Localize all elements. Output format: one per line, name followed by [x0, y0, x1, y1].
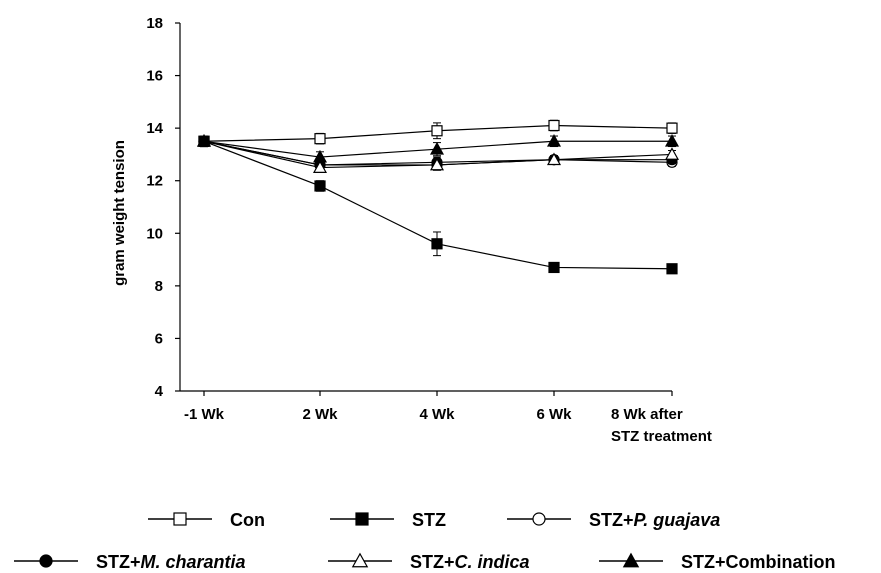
y-tick-label: 12: [146, 173, 163, 190]
data-point: [312, 160, 328, 173]
data-point: [429, 141, 445, 155]
legend-label: Con: [230, 510, 265, 530]
legend-label: STZ+C. indica: [410, 552, 530, 572]
axes: 4 6 8 10 12 14 16 18 -1 Wk 2 Wk 4 Wk 6 Wk 8 Wk after…: [146, 15, 712, 445]
y-tick-label: 10: [146, 225, 163, 242]
legend-marker: [39, 554, 53, 568]
data-point: [429, 157, 445, 171]
data-point: [314, 133, 326, 145]
series-stz-combination: [196, 134, 680, 163]
y-tick-label: 6: [155, 330, 163, 347]
data-point: [664, 134, 680, 147]
y-tick-label: 16: [146, 68, 163, 85]
data-point: [546, 152, 562, 166]
y-axis-label: gram weight tension: [111, 140, 128, 286]
data-point: [196, 134, 212, 147]
series-con: [198, 119, 678, 148]
data-point: [431, 238, 443, 250]
legend-item-stz-p-guajava: STZ+P. guajava: [507, 510, 720, 530]
y-tick-label: 18: [146, 15, 163, 32]
y-tick-label: 4: [155, 383, 164, 400]
x-tick-label: 4 Wk: [419, 406, 455, 423]
x-tick-label: 2 Wk: [302, 406, 338, 423]
legend-marker: [622, 552, 640, 568]
legend-marker: [351, 552, 369, 568]
legend-label: STZ: [412, 510, 446, 530]
legend-item-stz: STZ: [330, 510, 446, 530]
data-point: [548, 261, 560, 274]
legend-label: STZ+M. charantia: [96, 552, 246, 572]
y-tick-label: 14: [146, 120, 163, 137]
data-point: [548, 119, 560, 132]
legend-item-stz-c-indica: STZ+C. indica: [328, 552, 530, 572]
data-point: [312, 149, 328, 163]
legend: Con STZ STZ+P. guajava STZ+M. charantia STZ+…: [14, 510, 836, 572]
x-tick-label: 6 Wk: [536, 406, 572, 423]
legend-marker: [355, 512, 369, 526]
legend-marker: [173, 512, 187, 526]
data-point: [546, 134, 562, 147]
data-point: [666, 122, 678, 134]
data-point: [431, 125, 443, 137]
legend-label: STZ+Combination: [681, 552, 836, 572]
x-tick-label: 8 Wk after STZ treatment: [611, 406, 712, 445]
plot-area: [196, 119, 680, 275]
data-point: [314, 180, 326, 192]
legend-item-con: Con: [148, 510, 265, 530]
x-tick-label: -1 Wk: [184, 406, 225, 423]
legend-item-stz-combination: STZ+Combination: [599, 552, 836, 572]
legend-item-stz-m-charantia: STZ+M. charantia: [14, 552, 246, 572]
data-point: [664, 147, 680, 160]
legend-marker: [532, 512, 546, 526]
y-tick-label: 8: [155, 278, 163, 295]
legend-label: STZ+P. guajava: [589, 510, 720, 530]
data-point: [666, 263, 678, 275]
